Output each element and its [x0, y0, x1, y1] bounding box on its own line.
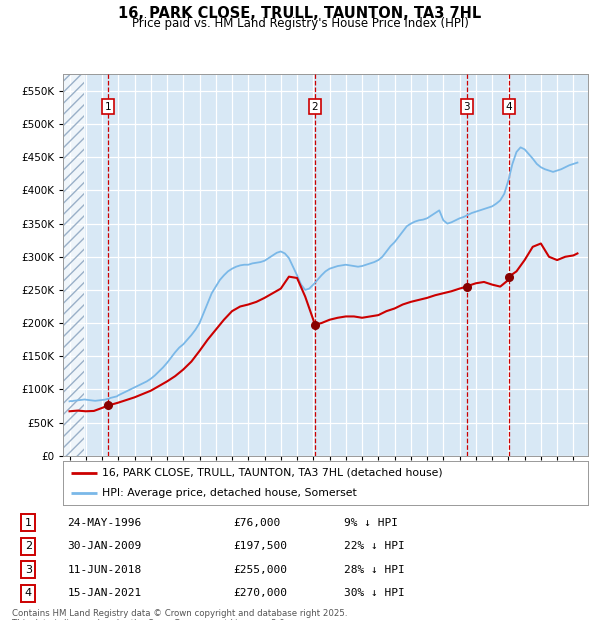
Text: 16, PARK CLOSE, TRULL, TAUNTON, TA3 7HL (detached house): 16, PARK CLOSE, TRULL, TAUNTON, TA3 7HL … — [103, 467, 443, 478]
Text: £197,500: £197,500 — [233, 541, 287, 551]
Text: £270,000: £270,000 — [233, 588, 287, 598]
Text: 30% ↓ HPI: 30% ↓ HPI — [344, 588, 404, 598]
Bar — [63, 74, 84, 456]
Text: £255,000: £255,000 — [233, 565, 287, 575]
Text: HPI: Average price, detached house, Somerset: HPI: Average price, detached house, Some… — [103, 488, 357, 498]
Text: 3: 3 — [25, 565, 32, 575]
Text: 1: 1 — [25, 518, 32, 528]
Bar — [63, 74, 84, 456]
Text: 9% ↓ HPI: 9% ↓ HPI — [344, 518, 398, 528]
Text: Contains HM Land Registry data © Crown copyright and database right 2025.
This d: Contains HM Land Registry data © Crown c… — [12, 609, 347, 620]
Text: 16, PARK CLOSE, TRULL, TAUNTON, TA3 7HL: 16, PARK CLOSE, TRULL, TAUNTON, TA3 7HL — [118, 6, 482, 21]
Text: Price paid vs. HM Land Registry's House Price Index (HPI): Price paid vs. HM Land Registry's House … — [131, 17, 469, 30]
Text: 2: 2 — [311, 102, 318, 112]
Text: 22% ↓ HPI: 22% ↓ HPI — [344, 541, 404, 551]
Text: 30-JAN-2009: 30-JAN-2009 — [67, 541, 142, 551]
Text: 4: 4 — [506, 102, 512, 112]
Text: 1: 1 — [105, 102, 112, 112]
Text: 2: 2 — [25, 541, 32, 551]
Text: 28% ↓ HPI: 28% ↓ HPI — [344, 565, 404, 575]
Text: 11-JUN-2018: 11-JUN-2018 — [67, 565, 142, 575]
Text: 15-JAN-2021: 15-JAN-2021 — [67, 588, 142, 598]
Text: 3: 3 — [463, 102, 470, 112]
Text: 4: 4 — [25, 588, 32, 598]
Text: £76,000: £76,000 — [233, 518, 280, 528]
Text: 24-MAY-1996: 24-MAY-1996 — [67, 518, 142, 528]
